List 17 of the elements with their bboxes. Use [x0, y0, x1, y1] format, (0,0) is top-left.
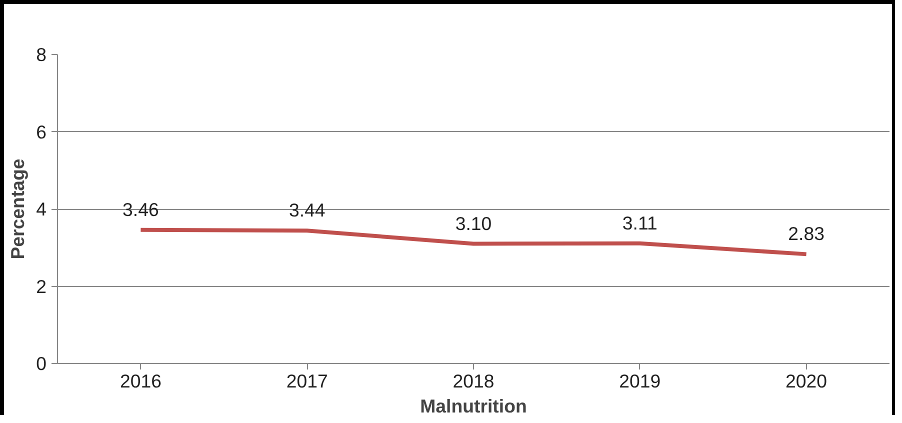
x-tick-label: 2016	[120, 370, 162, 392]
data-label: 3.11	[622, 212, 658, 234]
y-axis-title: Percentage	[7, 158, 28, 260]
y-tick-label: 6	[36, 121, 47, 142]
data-label: 2.83	[788, 223, 824, 244]
y-tick-label: 2	[36, 276, 47, 297]
x-tick-label: 2020	[786, 370, 828, 392]
x-tick-label: 2018	[452, 370, 494, 392]
y-tick-label: 8	[36, 44, 47, 65]
data-label: 3.46	[122, 198, 159, 220]
data-label: 3.10	[455, 212, 492, 234]
x-tick-label: 2019	[619, 370, 661, 392]
y-tick-label: 4	[36, 198, 47, 220]
x-tick-label: 2017	[286, 370, 328, 392]
data-label: 3.44	[288, 200, 326, 221]
x-axis-title: Malnutrition	[420, 396, 527, 416]
y-tick-label: 0	[36, 353, 47, 374]
